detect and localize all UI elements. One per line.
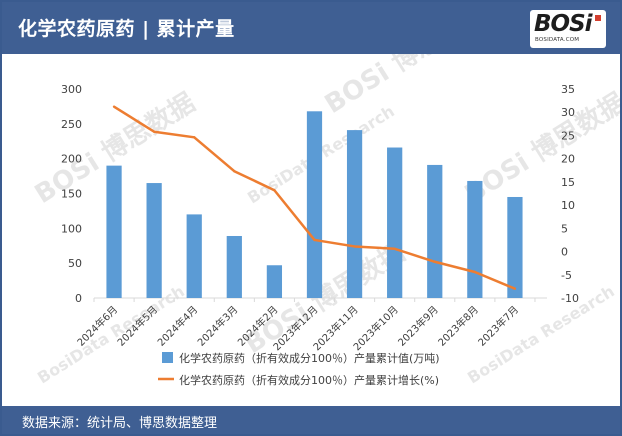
line-point	[393, 247, 396, 250]
y-right-tick-label: 15	[561, 176, 575, 189]
bar	[146, 183, 162, 298]
bar	[427, 164, 443, 298]
bar	[186, 214, 202, 298]
logo-subtext: BOSIDATA.COM	[535, 37, 580, 43]
line-point	[152, 130, 156, 133]
line-point	[112, 105, 116, 108]
y-left-tick-label: 100	[61, 222, 82, 235]
bar	[226, 235, 242, 298]
legend-line-label: 化学农药原药（折有效成分100％）产量累计增长(%)	[179, 373, 439, 387]
y-left-tick-label: 300	[61, 83, 82, 96]
header-bar: 化学农药原药 | 累计产量 BOSi BOSIDATA.COM	[2, 2, 620, 54]
bar	[106, 165, 122, 298]
line-point	[353, 245, 356, 248]
logo-dot-icon	[595, 15, 601, 21]
footer-bar: 数据来源：统计局、博思数据整理	[2, 406, 620, 434]
x-tick-label: 2024年3月	[195, 303, 241, 349]
y-right-tick-label: 20	[561, 153, 575, 166]
bar	[387, 147, 403, 298]
bar	[266, 265, 283, 298]
watermark-text: BOSi 博思数据	[320, 54, 491, 120]
line-layer	[112, 105, 517, 290]
bar	[346, 130, 363, 298]
line-point	[313, 238, 316, 242]
data-source: 数据来源：统计局、博思数据整理	[22, 416, 218, 431]
y-right-tick-label: 35	[561, 83, 575, 96]
y-right-tick-label: 5	[561, 222, 568, 235]
x-tick-label: 2023年9月	[395, 303, 441, 349]
y-right-tick-label: 25	[561, 129, 575, 142]
x-tick-label: 2023年8月	[435, 303, 481, 349]
bar	[306, 111, 323, 298]
logo-mark: BOSi	[534, 11, 593, 37]
bars-layer	[106, 111, 523, 298]
line-point	[433, 260, 436, 263]
y-left-tick-label: 150	[61, 188, 82, 201]
bosi-logo: BOSi BOSIDATA.COM	[530, 10, 606, 48]
y-right-tick-label: -5	[561, 269, 572, 282]
bar	[507, 196, 523, 298]
legend-bar-swatch	[162, 352, 173, 363]
page-title: 化学农药原药 | 累计产量	[18, 18, 235, 40]
y-right-tick-label: 0	[561, 246, 568, 259]
chart-legend: 化学农药原药（折有效成分100％）产量累计值(万吨) 化学农药原药（折有效成分10…	[158, 351, 440, 387]
line-point	[193, 136, 196, 139]
watermark-text: BOSi 博思数据	[460, 88, 620, 210]
y-right-tick-label: 30	[561, 106, 575, 119]
y-left-tick-label: 200	[61, 153, 82, 166]
line-point	[473, 270, 477, 274]
y-right-tick-label: -10	[561, 292, 579, 305]
line-point	[273, 189, 276, 192]
legend-bar-label: 化学农药原药（折有效成分100％）产量累计值(万吨)	[179, 351, 440, 365]
y-left-tick-label: 0	[75, 292, 82, 305]
y-left-tick-label: 250	[61, 118, 82, 131]
line-point	[513, 287, 517, 290]
y-left-tick-label: 50	[68, 257, 82, 270]
y-right-tick-label: 10	[561, 199, 575, 212]
bar	[467, 180, 483, 298]
line-point	[233, 170, 236, 173]
